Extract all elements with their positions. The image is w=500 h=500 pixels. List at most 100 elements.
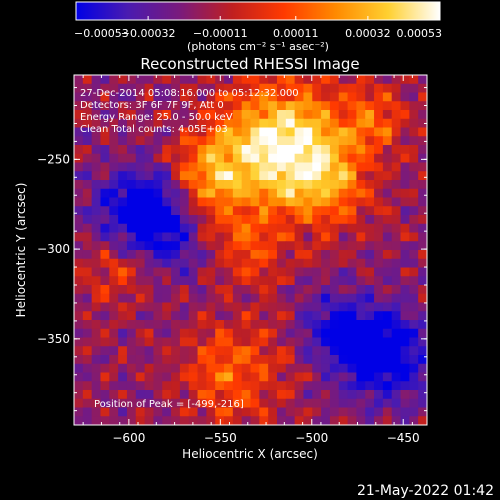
heatmap-cell bbox=[82, 363, 93, 373]
heatmap-cell bbox=[224, 101, 234, 111]
heatmap-cell bbox=[329, 136, 340, 146]
heatmap-cell bbox=[250, 162, 260, 172]
heatmap-cell bbox=[241, 101, 251, 111]
heatmap-cell bbox=[126, 416, 137, 425]
heatmap-cell bbox=[285, 118, 296, 128]
heatmap-cell bbox=[382, 311, 393, 321]
heatmap-cell bbox=[303, 372, 313, 382]
heatmap-cell bbox=[232, 346, 243, 356]
heatmap-cell bbox=[259, 390, 269, 400]
heatmap-cell bbox=[100, 355, 110, 365]
heatmap-cell bbox=[74, 285, 84, 295]
heatmap-cell bbox=[268, 232, 278, 242]
heatmap-cell bbox=[171, 355, 181, 365]
heatmap-cell bbox=[409, 223, 419, 233]
heatmap-cell bbox=[91, 153, 101, 163]
heatmap-cell bbox=[153, 83, 163, 93]
heatmap-cell bbox=[135, 346, 146, 356]
heatmap-cell bbox=[206, 276, 216, 286]
heatmap-cell bbox=[162, 92, 172, 102]
heatmap-cell bbox=[312, 398, 322, 408]
heatmap-cell bbox=[276, 285, 287, 295]
heatmap-cell bbox=[188, 276, 199, 286]
heatmap-cell bbox=[153, 162, 163, 172]
heatmap-cell bbox=[365, 407, 375, 417]
heatmap-cell bbox=[303, 311, 313, 321]
heatmap-cell bbox=[259, 223, 269, 233]
heatmap-cell bbox=[347, 320, 357, 330]
heatmap-cell bbox=[329, 293, 340, 303]
heatmap-cell bbox=[197, 407, 207, 417]
heatmap-cell bbox=[135, 223, 146, 233]
heatmap-cell bbox=[100, 75, 110, 85]
heatmap-cell bbox=[206, 250, 216, 260]
heatmap-cell bbox=[321, 407, 331, 417]
heatmap-cell bbox=[321, 215, 331, 225]
heatmap-cell bbox=[391, 162, 402, 172]
heatmap-cell bbox=[118, 241, 128, 251]
heatmap-cell bbox=[232, 206, 243, 216]
heatmap-cell bbox=[259, 407, 269, 417]
heatmap-cell bbox=[91, 241, 101, 251]
heatmap-cell bbox=[224, 223, 234, 233]
heatmap-cell bbox=[224, 127, 234, 137]
heatmap-cell bbox=[365, 110, 375, 120]
heatmap-cell bbox=[391, 320, 402, 330]
heatmap-cell bbox=[118, 407, 128, 417]
heatmap-cell bbox=[135, 206, 146, 216]
heatmap-cell bbox=[303, 110, 313, 120]
heatmap-cell bbox=[374, 407, 384, 417]
heatmap-cell bbox=[171, 390, 181, 400]
heatmap-cell bbox=[329, 398, 340, 408]
heatmap-cell bbox=[338, 390, 349, 400]
heatmap-cell bbox=[206, 145, 216, 155]
heatmap-cell bbox=[329, 118, 340, 128]
heatmap-cell bbox=[329, 110, 340, 120]
heatmap-cell bbox=[294, 241, 304, 251]
heatmap-cell bbox=[126, 232, 137, 242]
heatmap-cell bbox=[162, 197, 172, 207]
heatmap-cell bbox=[259, 153, 269, 163]
heatmap-cell bbox=[365, 75, 375, 85]
heatmap-cell bbox=[418, 285, 427, 295]
heatmap-cell bbox=[100, 416, 110, 425]
heatmap-cell bbox=[206, 407, 216, 417]
heatmap-cell bbox=[118, 101, 128, 111]
heatmap-cell bbox=[321, 188, 331, 198]
heatmap-cell bbox=[144, 267, 154, 277]
heatmap-cell bbox=[418, 180, 427, 190]
heatmap-cell bbox=[418, 355, 427, 365]
heatmap-cell bbox=[109, 320, 119, 330]
heatmap-cell bbox=[126, 381, 137, 391]
heatmap-cell bbox=[232, 372, 243, 382]
heatmap-cell bbox=[303, 363, 313, 373]
heatmap-cell bbox=[126, 390, 137, 400]
heatmap-cell bbox=[109, 311, 119, 321]
heatmap-cell bbox=[232, 241, 243, 251]
heatmap-cell bbox=[347, 398, 357, 408]
heatmap-cell bbox=[206, 180, 216, 190]
heatmap-cell bbox=[347, 258, 357, 268]
heatmap-cell bbox=[197, 215, 207, 225]
heatmap-cell bbox=[197, 398, 207, 408]
colorbar: −0.00053−0.00032 −0.00011 0.00011 0.00032 0.… bbox=[74, 1, 442, 53]
heatmap-cell bbox=[400, 162, 410, 172]
heatmap-cell bbox=[100, 118, 110, 128]
heatmap-cell bbox=[329, 355, 340, 365]
heatmap-cell bbox=[118, 180, 128, 190]
heatmap-cell bbox=[162, 145, 172, 155]
heatmap-cell bbox=[329, 416, 340, 425]
heatmap-cell bbox=[153, 346, 163, 356]
heatmap-cell bbox=[276, 197, 287, 207]
heatmap-cell bbox=[338, 206, 349, 216]
heatmap-cell bbox=[100, 188, 110, 198]
heatmap-cell bbox=[135, 285, 146, 295]
heatmap-cell bbox=[409, 188, 419, 198]
heatmap-cell bbox=[179, 390, 190, 400]
heatmap-cell bbox=[171, 311, 181, 321]
heatmap-cell bbox=[82, 223, 93, 233]
heatmap-cell bbox=[391, 241, 402, 251]
heatmap-cell bbox=[188, 398, 199, 408]
heatmap-cell bbox=[338, 258, 349, 268]
heatmap-cell bbox=[418, 101, 427, 111]
